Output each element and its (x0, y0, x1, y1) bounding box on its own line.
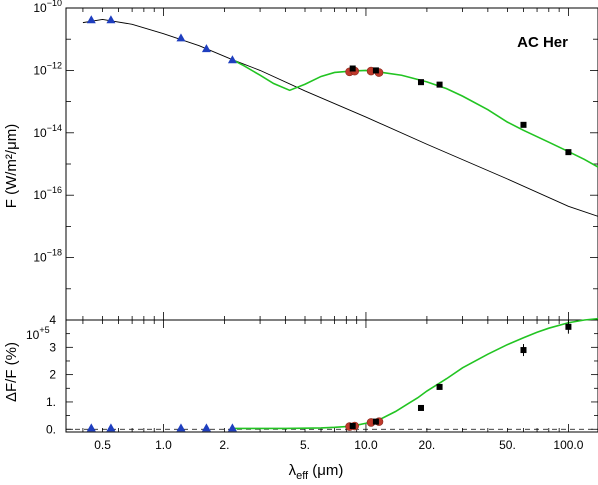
sed-y-tick-base: 10 (33, 188, 47, 202)
sed-y-tick-exp: −16 (47, 185, 62, 195)
sed-y-tick-label: 10−12 (33, 60, 62, 77)
x-tick-label: 2. (219, 438, 229, 452)
residual-y-tick-label: 2 (49, 368, 56, 382)
dust-model-line (232, 59, 598, 168)
wavelength-unit: (μm) (308, 462, 343, 479)
residual-square-point (520, 347, 527, 354)
sed-y-tick-exp: −18 (47, 248, 62, 258)
residual-y-tick-label: 0. (46, 422, 56, 436)
residual-triangle-point (201, 423, 211, 432)
x-tick-label: 20. (419, 438, 436, 452)
sed-square-point (372, 67, 379, 74)
sed-y-tick-base: 10 (33, 251, 47, 265)
residual-multiplier-exp: +5 (39, 325, 49, 335)
residual-y-tick-label: 3 (49, 340, 56, 354)
flux-axis-title: F (W/m²/μm) (3, 124, 20, 208)
sed-triangle-point (176, 33, 186, 42)
sed-y-tick-label: 10−16 (33, 185, 62, 202)
sed-triangle-point (227, 55, 237, 64)
residual-square-point (372, 418, 379, 425)
x-tick-label: 10.0 (354, 438, 378, 452)
x-tick-label: 100.0 (553, 438, 583, 452)
residual-axis-title: ΔF/F (%) (3, 342, 20, 402)
residual-multiplier-base: 10 (26, 328, 40, 342)
residual-square-point (436, 383, 443, 390)
sed-square-point (417, 79, 424, 86)
residual-triangle-point (106, 423, 116, 432)
sed-triangle-point (201, 44, 211, 53)
sed-y-tick-exp: −12 (47, 60, 62, 70)
sed-square-point (565, 149, 572, 156)
x-tick-label: 5. (300, 438, 310, 452)
sed-square-point (436, 81, 443, 88)
sed-y-tick-label: 10−18 (33, 248, 62, 265)
sed-y-tick-label: 10−10 (33, 0, 62, 15)
residual-triangle-point (86, 423, 96, 432)
sed-y-tick-base: 10 (33, 63, 47, 77)
x-tick-label: 0.5 (94, 438, 111, 452)
residual-triangle-point (227, 423, 237, 432)
residual-square-point (565, 323, 572, 330)
x-tick-label: 50. (499, 438, 516, 452)
residual-panel: 0.5 1.0 2. 5. 10.0 20. 50. 100.0 0. 1. 2 3 4 (46, 313, 598, 452)
residual-square-point (349, 422, 356, 429)
x-tick-label: 1.0 (155, 438, 172, 452)
sed-y-tick-exp: −10 (47, 0, 62, 8)
sed-y-tick-base: 10 (33, 1, 47, 15)
sed-triangle-point (106, 15, 116, 24)
residual-square-point (417, 404, 424, 411)
sed-triangle-point (86, 15, 96, 24)
wavelength-axis-title: λeff (μm) (289, 462, 344, 482)
sed-square-point (520, 121, 527, 128)
sed-y-tick-exp: −14 (47, 123, 62, 133)
residual-triangle-point (176, 423, 186, 432)
residual-multiplier: 10+5 (26, 325, 50, 342)
wavelength-subscript: eff (296, 470, 309, 482)
sed-y-tick-label: 10−14 (33, 123, 62, 140)
sed-square-point (349, 65, 356, 72)
sed-y-tick-base: 10 (33, 126, 47, 140)
star-name-label: AC Her (517, 34, 568, 51)
residual-y-tick-label: 4 (49, 313, 56, 327)
residual-model-line (232, 317, 598, 430)
stellar-photosphere-line (82, 18, 598, 217)
residual-plot-frame (65, 319, 598, 433)
residual-y-tick-label: 1. (46, 395, 56, 409)
wavelength-symbol: λ (289, 462, 297, 479)
sed-plot-frame (65, 7, 598, 321)
